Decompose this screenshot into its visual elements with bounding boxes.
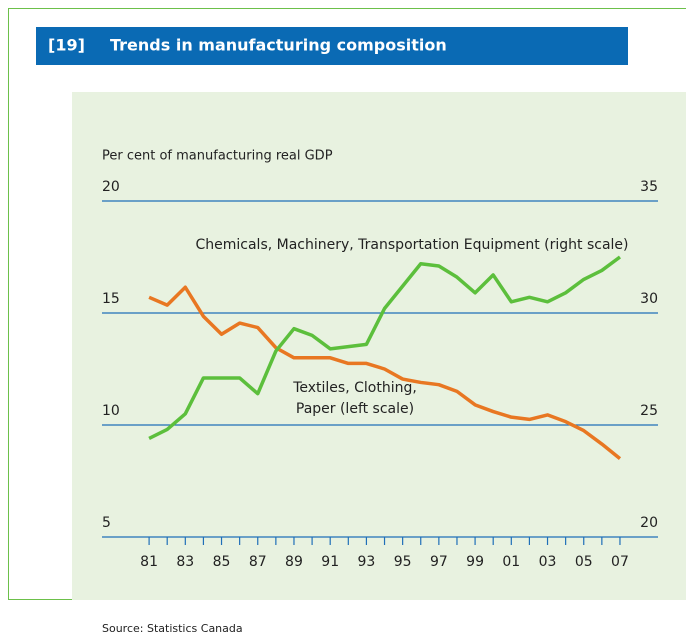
title-bar	[36, 27, 628, 65]
plot-panel	[72, 92, 686, 600]
x-tick-label: 93	[358, 554, 376, 570]
y-tick-label: 10	[102, 403, 120, 419]
x-tick-label: 95	[394, 554, 412, 570]
x-tick-label: 07	[611, 554, 629, 570]
series-line	[148, 255, 622, 441]
y2-tick-label: 25	[640, 403, 658, 419]
chart-number: [19]	[48, 36, 85, 55]
series-label: Chemicals, Machinery, Transportation Equ…	[195, 237, 628, 253]
x-tick-label: 05	[575, 554, 593, 570]
y2-tick-label: 30	[640, 291, 658, 307]
source: Source: Statistics Canada	[102, 622, 243, 635]
x-tick-label: 01	[502, 554, 520, 570]
y2-tick-label: 20	[640, 515, 658, 531]
y-tick-label: 20	[102, 179, 120, 195]
x-tick-label: 81	[140, 554, 158, 570]
x-tick-label: 97	[430, 554, 448, 570]
series-label: Textiles, Clothing,	[292, 380, 417, 396]
x-tick-label: 91	[321, 554, 339, 570]
chart-title: Trends in manufacturing composition	[110, 36, 447, 55]
x-tick-label: 03	[539, 554, 557, 570]
x-tick-label: 89	[285, 554, 303, 570]
x-tick-label: 99	[466, 554, 484, 570]
series-line	[148, 285, 622, 460]
y-tick-label: 15	[102, 291, 120, 307]
x-tick-label: 83	[176, 554, 194, 570]
y2-tick-label: 35	[640, 179, 658, 195]
y-tick-label: 5	[102, 515, 111, 531]
x-tick-label: 87	[249, 554, 267, 570]
y-axis-label: Per cent of manufacturing real GDP	[102, 149, 333, 164]
x-tick-label: 85	[213, 554, 231, 570]
series-label: Paper (left scale)	[296, 401, 414, 417]
